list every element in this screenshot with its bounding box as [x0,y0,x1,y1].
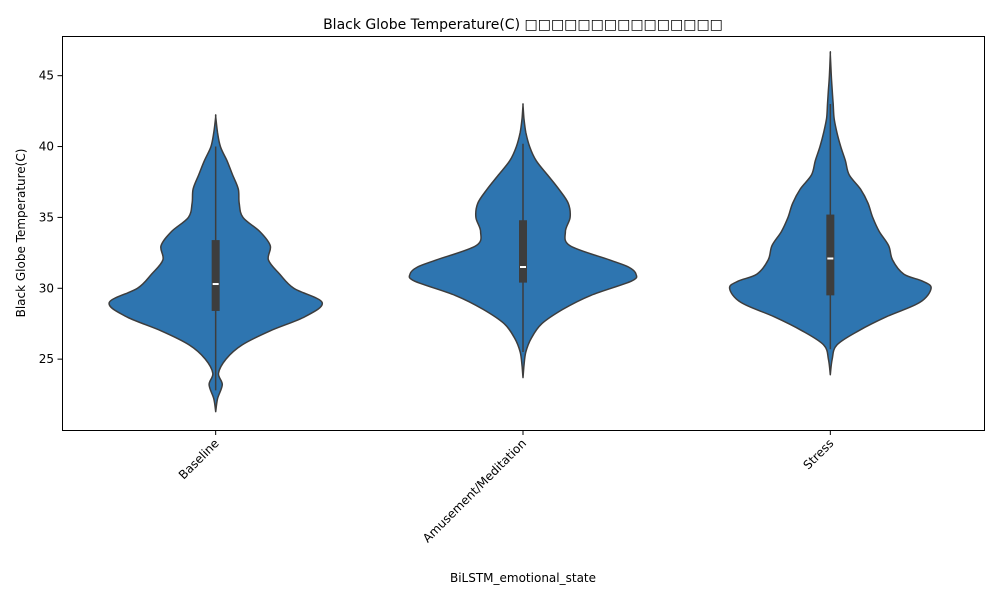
y-tick-label: 45 [39,69,54,83]
plot-area [108,51,932,413]
violin-stress [728,51,932,376]
y-axis: 25 30 35 40 45 [39,69,63,366]
x-axis-label: BiLSTM_emotional_state [450,571,596,585]
x-axis: Baseline Amusement/Meditation Stress [176,430,836,545]
y-axis-label: Black Globe Temperature(C) [14,149,28,318]
y-tick-label: 25 [39,352,54,366]
violin-baseline [108,114,324,413]
chart-title: Black Globe Temperature(C) □□□□□□□□□□□□□… [323,17,723,33]
x-tick-label: Baseline [176,436,222,482]
x-tick-label: Amusement/Meditation [420,436,529,545]
violin-amusement-meditation [408,103,638,379]
y-tick-label: 40 [39,140,54,154]
y-tick-label: 35 [39,210,54,224]
iqr-box [826,214,835,296]
iqr-box [519,220,527,283]
x-tick-label: Stress [800,436,836,472]
iqr-box [211,240,220,311]
y-tick-label: 30 [39,281,54,295]
